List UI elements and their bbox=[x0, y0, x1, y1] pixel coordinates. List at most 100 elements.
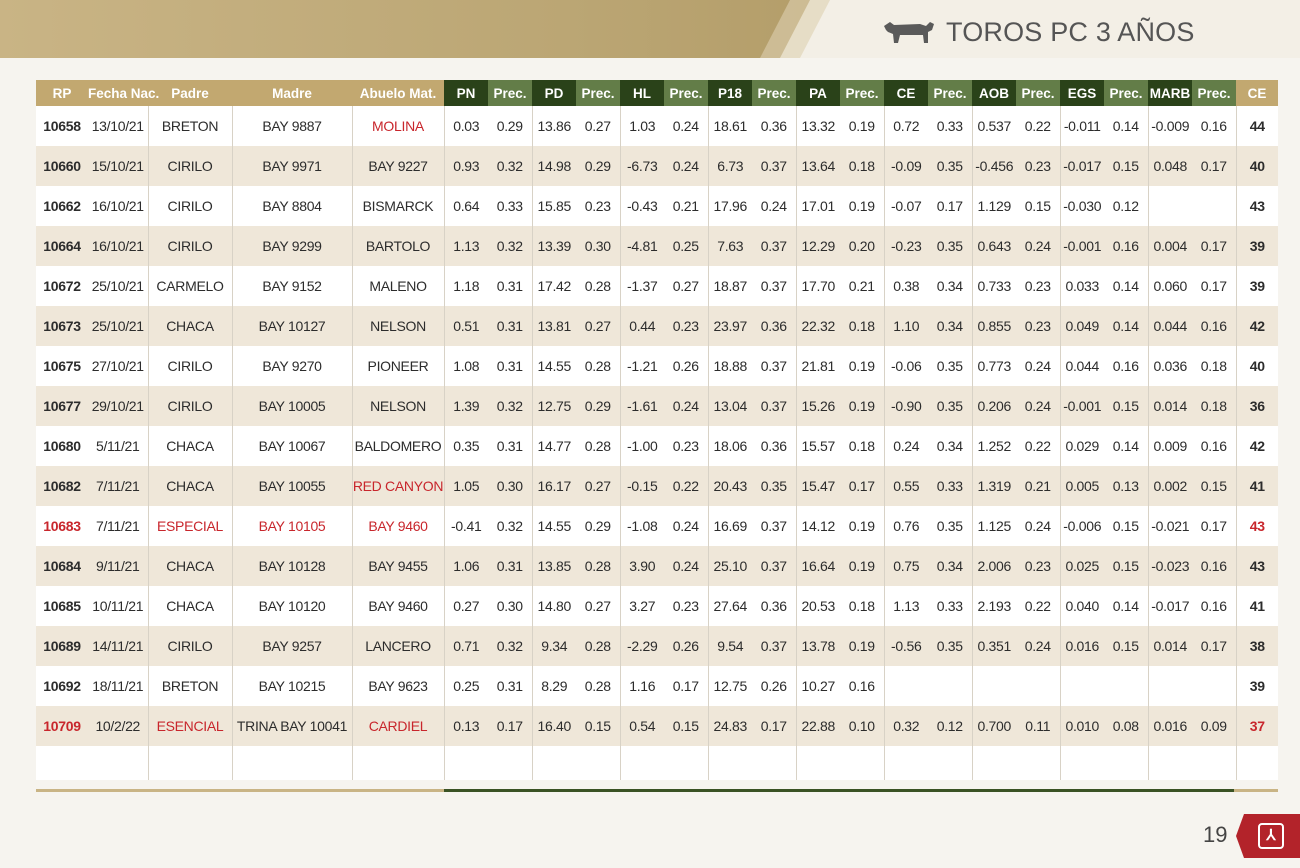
table-cell: 0.19 bbox=[840, 506, 884, 546]
table-cell: 0.30 bbox=[488, 586, 532, 626]
table-cell: 0.27 bbox=[576, 466, 620, 506]
table-cell: 0.37 bbox=[752, 266, 796, 306]
table-cell: 0.26 bbox=[752, 666, 796, 706]
empty-cell bbox=[531, 746, 576, 780]
table-cell: 0.28 bbox=[576, 546, 620, 586]
table-cell: 0.31 bbox=[488, 546, 532, 586]
table-cell: -0.001 bbox=[1059, 226, 1104, 266]
table-row: 10672 25/10/21 CARMELO BAY 9152 MALENO 1.18 0.… bbox=[36, 266, 1278, 306]
column-header: Prec. bbox=[752, 80, 796, 106]
table-cell: -1.61 bbox=[619, 386, 664, 426]
table-cell: -0.456 bbox=[971, 146, 1016, 186]
table-cell: -0.001 bbox=[1059, 386, 1104, 426]
table-cell: 10672 bbox=[36, 266, 88, 306]
column-header: PD bbox=[532, 80, 576, 106]
table-cell: 0.700 bbox=[971, 706, 1016, 746]
empty-cell bbox=[752, 746, 796, 780]
table-cell: 36 bbox=[1235, 386, 1278, 426]
table-cell: 10689 bbox=[36, 626, 88, 666]
table-cell: -0.09 bbox=[883, 146, 928, 186]
table-cell: 0.93 bbox=[443, 146, 488, 186]
table-cell: 0.30 bbox=[576, 226, 620, 266]
table-row: 10692 18/11/21 BRETON BAY 10215 BAY 9623 0.25… bbox=[36, 666, 1278, 706]
table-cell: -4.81 bbox=[619, 226, 664, 266]
table-cell: 0.35 bbox=[752, 466, 796, 506]
table-cell bbox=[1016, 666, 1060, 706]
table-cell: 0.15 bbox=[576, 706, 620, 746]
table-cell: 41 bbox=[1235, 466, 1278, 506]
table-cell: BAY 10067 bbox=[231, 426, 352, 466]
table-cell: 0.34 bbox=[928, 426, 972, 466]
table-cell: BAY 9623 bbox=[351, 666, 444, 706]
table-cell: 2.193 bbox=[971, 586, 1016, 626]
empty-cell bbox=[88, 746, 148, 780]
table-cell: 0.15 bbox=[1104, 386, 1148, 426]
table-cell: 43 bbox=[1235, 186, 1278, 226]
table-cell: 0.002 bbox=[1147, 466, 1192, 506]
table-cell: 25/10/21 bbox=[88, 266, 148, 306]
table-cell: 1.39 bbox=[443, 386, 488, 426]
table-cell: 17.01 bbox=[795, 186, 840, 226]
column-header: P18 bbox=[708, 80, 752, 106]
table-cell: 0.27 bbox=[576, 106, 620, 146]
table-bottom-rule-green bbox=[444, 789, 1234, 792]
column-header: Prec. bbox=[1104, 80, 1148, 106]
table-cell: 0.21 bbox=[664, 186, 708, 226]
table-cell: -0.07 bbox=[883, 186, 928, 226]
table-cell: 0.24 bbox=[1016, 506, 1060, 546]
table-cell: 0.22 bbox=[664, 466, 708, 506]
table-cell: 0.010 bbox=[1059, 706, 1104, 746]
table-cell: CHACA bbox=[147, 586, 232, 626]
table-cell: 10683 bbox=[36, 506, 88, 546]
table-cell: -0.15 bbox=[619, 466, 664, 506]
table-cell bbox=[1192, 666, 1236, 706]
table-row: 10664 16/10/21 CIRILO BAY 9299 BARTOLO 1.13 0.… bbox=[36, 226, 1278, 266]
table-cell: 0.016 bbox=[1147, 706, 1192, 746]
table-cell: 17.42 bbox=[531, 266, 576, 306]
table-cell: 0.24 bbox=[664, 106, 708, 146]
table-cell: 0.28 bbox=[576, 266, 620, 306]
table-cell: 15.85 bbox=[531, 186, 576, 226]
table-cell: 0.17 bbox=[752, 706, 796, 746]
table-cell: 0.29 bbox=[488, 106, 532, 146]
table-cell: 6.73 bbox=[707, 146, 752, 186]
empty-cell bbox=[36, 746, 88, 780]
table-cell: MOLINA bbox=[351, 106, 444, 146]
table-cell: 0.28 bbox=[576, 426, 620, 466]
table-cell: 0.03 bbox=[443, 106, 488, 146]
table-cell: 0.31 bbox=[488, 346, 532, 386]
table-cell: CIRILO bbox=[147, 346, 232, 386]
table-cell bbox=[1147, 666, 1192, 706]
table-cell: 0.55 bbox=[883, 466, 928, 506]
table-cell: 0.19 bbox=[840, 346, 884, 386]
table-cell: 37 bbox=[1235, 706, 1278, 746]
table-cell: 13.78 bbox=[795, 626, 840, 666]
table-row: 10675 27/10/21 CIRILO BAY 9270 PIONEER 1.08 0.… bbox=[36, 346, 1278, 386]
table-cell: 18.87 bbox=[707, 266, 752, 306]
table-cell: BAY 9887 bbox=[231, 106, 352, 146]
table-cell: 10685 bbox=[36, 586, 88, 626]
table-cell: 0.033 bbox=[1059, 266, 1104, 306]
table-cell: 0.016 bbox=[1059, 626, 1104, 666]
table-cell: 20.43 bbox=[707, 466, 752, 506]
table-cell: 0.32 bbox=[488, 626, 532, 666]
table-cell: 1.03 bbox=[619, 106, 664, 146]
table-cell: 10680 bbox=[36, 426, 88, 466]
table-cell: 0.13 bbox=[443, 706, 488, 746]
table-cell: 10684 bbox=[36, 546, 88, 586]
table-cell: 0.24 bbox=[752, 186, 796, 226]
table-cell: 44 bbox=[1235, 106, 1278, 146]
table-cell: 7/11/21 bbox=[88, 506, 148, 546]
column-header: PA bbox=[796, 80, 840, 106]
table-cell: 0.18 bbox=[840, 146, 884, 186]
table-cell: -1.21 bbox=[619, 346, 664, 386]
table-cell: 0.23 bbox=[1016, 546, 1060, 586]
table-row: 10680 5/11/21 CHACA BAY 10067 BALDOMERO 0.35 0… bbox=[36, 426, 1278, 466]
table-cell: CHACA bbox=[147, 546, 232, 586]
column-header: RP bbox=[36, 80, 88, 106]
table-cell: 15.57 bbox=[795, 426, 840, 466]
table-cell: BAY 9460 bbox=[351, 506, 444, 546]
table-cell: 0.35 bbox=[928, 146, 972, 186]
table-cell: 16.64 bbox=[795, 546, 840, 586]
table-cell: 0.09 bbox=[1192, 706, 1236, 746]
